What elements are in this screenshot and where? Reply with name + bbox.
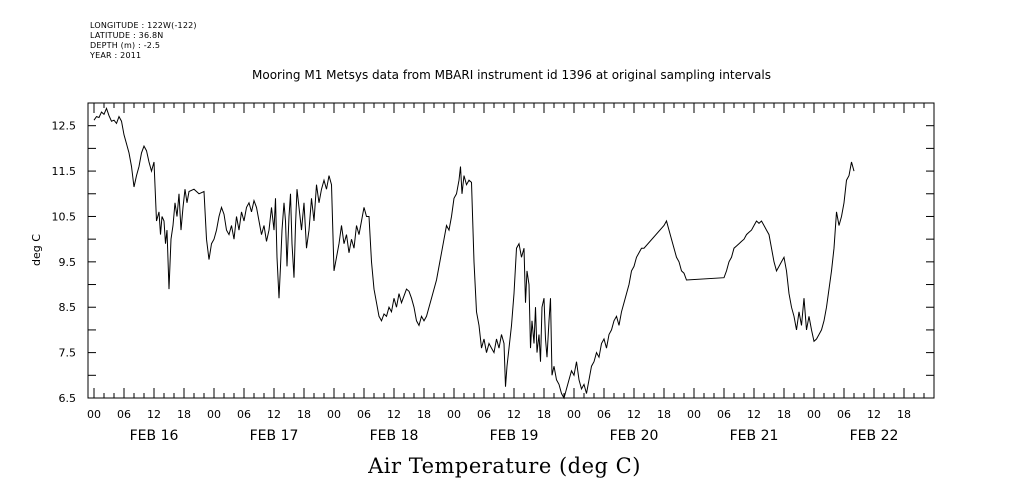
- x-hour-label: 06: [117, 408, 131, 421]
- x-axis: 00 06 12 18 00 06 12 18 00 06 12 18 00 06 12 18 00 06 12 18…: [87, 103, 935, 444]
- x-hour-label: 06: [477, 408, 491, 421]
- x-axis-title: Air Temperature (deg C): [368, 454, 641, 478]
- x-hour-label: 06: [237, 408, 251, 421]
- y-tick-label: 8.5: [59, 301, 77, 314]
- x-hour-label: 06: [357, 408, 371, 421]
- series-line: [93, 107, 855, 400]
- y-tick-label: 12.5: [52, 120, 77, 133]
- x-hour-label: 12: [747, 408, 761, 421]
- x-day-label: FEB 19: [490, 428, 539, 444]
- x-hour-label: 00: [447, 408, 461, 421]
- x-hour-label: 12: [507, 408, 521, 421]
- x-hour-label: 00: [327, 408, 341, 421]
- metadata-block: LONGITUDE : 122W(-122) LATITUDE : 36.8N …: [90, 21, 197, 61]
- y-tick-label: 6.5: [59, 392, 77, 405]
- chart-title: Mooring M1 Metsys data from MBARI instru…: [252, 68, 771, 82]
- x-hour-label: 18: [537, 408, 551, 421]
- y-axis-label: deg C: [30, 234, 43, 266]
- x-hour-label: 00: [807, 408, 821, 421]
- metadata-longitude: LONGITUDE : 122W(-122): [90, 21, 197, 30]
- x-hour-label: 18: [897, 408, 911, 421]
- y-tick-label: 7.5: [59, 347, 77, 360]
- x-day-label: FEB 20: [610, 428, 659, 444]
- x-hour-label: 06: [717, 408, 731, 421]
- metadata-latitude: LATITUDE : 36.8N: [90, 31, 164, 40]
- x-day-label: FEB 16: [130, 428, 179, 444]
- x-hour-label: 18: [297, 408, 311, 421]
- x-hour-label: 00: [87, 408, 101, 421]
- metadata-year: YEAR : 2011: [90, 51, 142, 60]
- x-day-label: FEB 17: [250, 428, 299, 444]
- x-hour-label: 12: [267, 408, 281, 421]
- x-day-label: FEB 18: [370, 428, 419, 444]
- x-hour-label: 00: [207, 408, 221, 421]
- x-hour-label: 06: [837, 408, 851, 421]
- metadata-depth: DEPTH (m) : -2.5: [90, 41, 161, 50]
- x-hour-label: 12: [867, 408, 881, 421]
- y-tick-label: 10.5: [52, 210, 77, 223]
- x-hour-label: 18: [177, 408, 191, 421]
- x-hour-label: 06: [597, 408, 611, 421]
- y-tick-label: 11.5: [52, 165, 77, 178]
- x-hour-label: 00: [687, 408, 701, 421]
- plot-frame: [87, 102, 935, 399]
- x-hour-label: 18: [657, 408, 671, 421]
- y-tick-label: 9.5: [59, 256, 77, 269]
- x-hour-label: 18: [777, 408, 791, 421]
- x-hour-label: 12: [147, 408, 161, 421]
- x-day-label: FEB 22: [850, 428, 899, 444]
- x-hour-label: 12: [387, 408, 401, 421]
- y-axis: 6.5 7.5 8.5 9.5 10.5 11.5 12.5: [52, 102, 934, 405]
- x-hour-label: 18: [417, 408, 431, 421]
- x-day-label: FEB 21: [730, 428, 779, 444]
- x-hour-label: 00: [567, 408, 581, 421]
- x-hour-label: 12: [627, 408, 641, 421]
